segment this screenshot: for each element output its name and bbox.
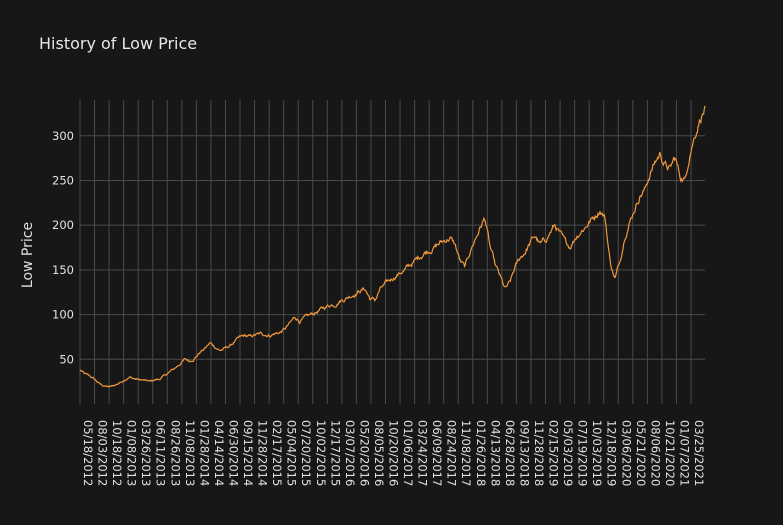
x-tick-label: 08/03/2012 xyxy=(96,420,110,486)
x-tick-label: 12/17/2015 xyxy=(328,420,342,486)
x-tick-label: 07/20/2015 xyxy=(299,420,313,486)
x-tick-label: 09/15/2014 xyxy=(241,420,255,486)
x-tick-label: 11/28/2018 xyxy=(532,420,546,486)
x-gridlines xyxy=(79,100,692,404)
x-tick-label: 03/07/2016 xyxy=(343,420,357,486)
x-tick-label: 03/24/2017 xyxy=(416,420,430,486)
x-tick-label: 06/28/2018 xyxy=(503,420,517,486)
x-tick-label: 01/26/2018 xyxy=(474,420,488,486)
y-tick-label: 200 xyxy=(52,218,74,232)
x-tick-label: 10/20/2016 xyxy=(387,420,401,486)
x-tick-label: 01/08/2013 xyxy=(125,420,139,486)
series-line-low-price xyxy=(79,105,706,388)
x-tick-label: 06/09/2017 xyxy=(430,420,444,486)
x-tick-label: 05/20/2016 xyxy=(357,420,371,486)
x-tick-label: 05/18/2012 xyxy=(81,420,95,486)
x-tick-label: 12/18/2019 xyxy=(605,420,619,486)
x-tick-label: 08/06/2020 xyxy=(648,420,662,486)
chart-title: History of Low Price xyxy=(39,34,198,53)
x-tick-label: 10/18/2012 xyxy=(110,420,124,486)
x-tick-label: 02/15/2019 xyxy=(547,420,561,486)
x-tick-label: 05/03/2019 xyxy=(561,420,575,486)
x-tick-label: 10/21/2020 xyxy=(663,420,677,486)
x-tick-label: 08/05/2016 xyxy=(372,420,386,486)
x-tick-label: 09/13/2018 xyxy=(517,420,531,486)
x-tick-label: 11/08/2013 xyxy=(183,420,197,486)
x-tick-label: 08/24/2017 xyxy=(445,420,459,486)
x-tick-label: 03/06/2020 xyxy=(619,420,633,486)
x-tick-label: 04/14/2014 xyxy=(212,420,226,486)
x-tick-label: 05/21/2020 xyxy=(634,420,648,486)
x-tick-label: 06/11/2013 xyxy=(154,420,168,486)
x-tick-label: 05/04/2015 xyxy=(285,420,299,486)
x-tick-label: 04/13/2018 xyxy=(488,420,502,486)
y-tick-label: 300 xyxy=(52,129,74,143)
x-tick-labels: 05/18/2012 08/03/2012 10/18/2012 01/08/2013… xyxy=(81,420,706,486)
y-tick-label: 100 xyxy=(52,308,74,322)
y-tick-label: 50 xyxy=(59,352,74,366)
x-tick-label: 01/07/2021 xyxy=(677,420,691,486)
y-tick-labels: 50 100 150 200 250 300 xyxy=(52,129,74,367)
x-tick-label: 03/25/2021 xyxy=(692,420,706,486)
y-tick-label: 150 xyxy=(52,263,74,277)
x-tick-label: 10/03/2019 xyxy=(590,420,604,486)
x-tick-label: 02/17/2015 xyxy=(270,420,284,486)
x-tick-label: 08/26/2013 xyxy=(168,420,182,486)
y-tick-label: 250 xyxy=(52,173,74,187)
x-tick-label: 11/08/2017 xyxy=(459,420,473,486)
x-tick-label: 06/30/2014 xyxy=(226,420,240,486)
x-tick-label: 07/19/2019 xyxy=(576,420,590,486)
y-gridlines xyxy=(80,135,705,360)
x-tick-label: 11/28/2014 xyxy=(256,420,270,486)
x-tick-label: 03/26/2013 xyxy=(139,420,153,486)
x-tick-label: 01/06/2017 xyxy=(401,420,415,486)
x-tick-label: 10/02/2015 xyxy=(314,420,328,486)
x-tick-label: 01/28/2014 xyxy=(197,420,211,486)
